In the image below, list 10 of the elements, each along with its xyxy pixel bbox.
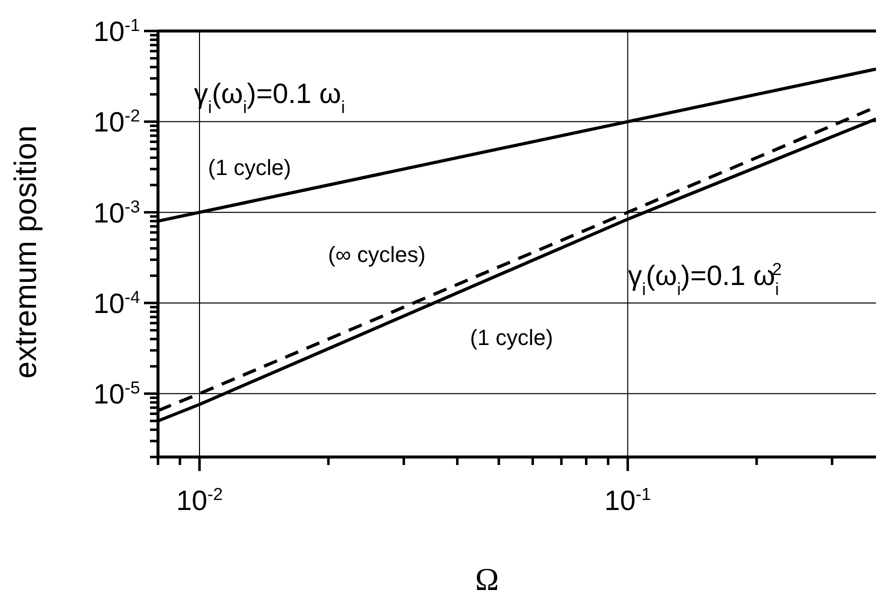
annotation: (1 cycle) [208, 155, 292, 180]
y-tick-label: 10$^{-1}$ [93, 15, 140, 47]
y-tick-label: 10$^{-2}$ [93, 106, 140, 138]
y-tick-label: 10$^{-3}$ [93, 196, 140, 228]
y-axis-title: extremum position [8, 125, 43, 379]
y-tick-label: 10$^{-4}$ [93, 286, 140, 319]
y-tick-label: 10$^{-5}$ [93, 378, 140, 410]
annotation: (1 cycle) [470, 325, 554, 350]
x-axis-title: Ω [475, 561, 499, 597]
annotation: (∞ cycles) [328, 242, 426, 267]
